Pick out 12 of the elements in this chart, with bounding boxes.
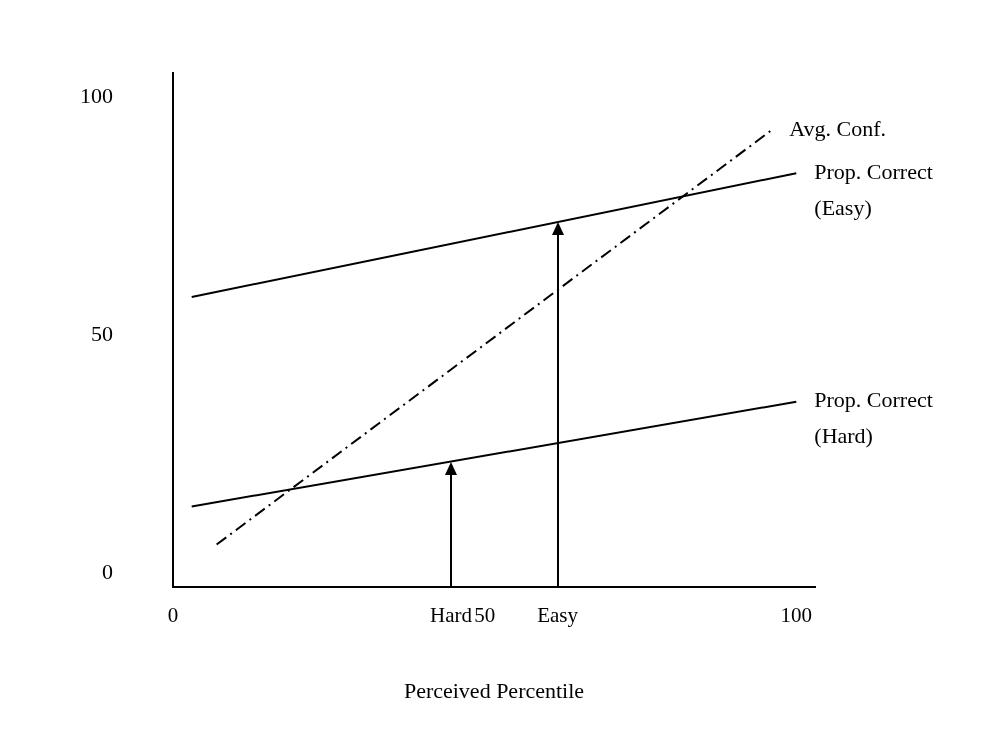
x-tick-label: 0	[167, 602, 179, 627]
series-label: Avg. Conf.	[789, 116, 887, 142]
series-label: Prop. Correct (Easy)	[814, 158, 933, 220]
x-tick-label: 100	[780, 602, 813, 627]
x-axis-title: Perceived Percentile	[403, 677, 585, 703]
x-tick-label: Easy	[537, 602, 579, 627]
x-tick-label: 50	[474, 602, 496, 627]
x-tick-label: Hard	[430, 602, 473, 627]
series-label: Prop. Correct (Hard)	[814, 387, 933, 449]
y-tick-label: 100	[80, 82, 113, 108]
y-tick-label: 0	[102, 558, 113, 584]
y-tick-label: 50	[91, 320, 113, 346]
